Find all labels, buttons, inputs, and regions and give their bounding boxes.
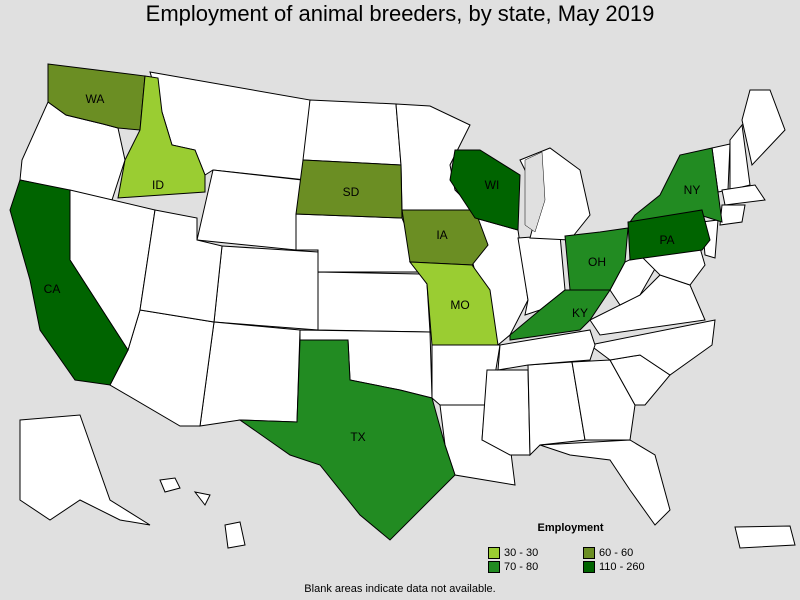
state-labels: WA ID CA SD IA MO WI TX OH KY NY PA (44, 92, 701, 444)
state-tn (497, 329, 596, 371)
label-mo: MO (450, 298, 469, 312)
label-ia: IA (436, 228, 447, 242)
state-nh (729, 123, 751, 191)
state-wy (196, 169, 303, 251)
state-co (213, 245, 319, 331)
state-ut (139, 209, 223, 323)
state-ak (19, 414, 151, 526)
state-ca (9, 179, 129, 386)
state-ga (571, 359, 636, 441)
state-id (117, 75, 206, 199)
label-wi: WI (485, 178, 500, 192)
state-nc (588, 319, 716, 376)
legend-swatch (488, 547, 500, 559)
legend-item: 110 - 260 (583, 560, 645, 574)
label-tx: TX (350, 430, 365, 444)
state-ct (719, 204, 746, 226)
legend-swatch (583, 561, 595, 573)
legend-label: 60 - 60 (599, 547, 634, 559)
state-ks (317, 271, 431, 333)
state-ma (721, 184, 766, 206)
no-data-states (19, 71, 796, 549)
state-ny (628, 147, 723, 223)
label-ca: CA (44, 282, 61, 296)
state-nd (302, 99, 402, 166)
data-states (9, 63, 723, 541)
label-pa: PA (659, 233, 674, 247)
legend-title: Employment (537, 522, 604, 534)
state-wi (449, 149, 521, 231)
legend-item: 30 - 30 (488, 546, 538, 560)
state-pa (627, 209, 711, 261)
label-sd: SD (343, 185, 360, 199)
state-ms (481, 369, 531, 456)
territory-pr (734, 525, 796, 549)
state-sd (295, 159, 403, 219)
state-hi (159, 477, 246, 549)
legend-swatch (583, 547, 595, 559)
state-ia (401, 209, 489, 266)
legend-item: 70 - 80 (488, 560, 538, 574)
label-wa: WA (86, 92, 105, 106)
state-fl (539, 439, 671, 526)
legend-label: 70 - 80 (504, 561, 539, 573)
lake-michigan (524, 151, 546, 233)
label-id: ID (152, 178, 164, 192)
legend-label: 30 - 30 (504, 547, 539, 559)
label-ky: KY (572, 306, 588, 320)
state-nm (199, 321, 301, 427)
state-ky (509, 289, 611, 341)
footnote: Blank areas indicate data not available. (304, 583, 496, 595)
label-ny: NY (684, 183, 701, 197)
state-tx (238, 339, 456, 541)
state-mo (408, 261, 499, 346)
legend-label: 110 - 260 (599, 561, 645, 573)
label-oh: OH (588, 255, 606, 269)
map-title: Employment of animal breeders, by state,… (145, 1, 655, 26)
legend-item: 60 - 60 (583, 546, 633, 560)
state-me (741, 89, 786, 167)
legend-swatch (488, 561, 500, 573)
